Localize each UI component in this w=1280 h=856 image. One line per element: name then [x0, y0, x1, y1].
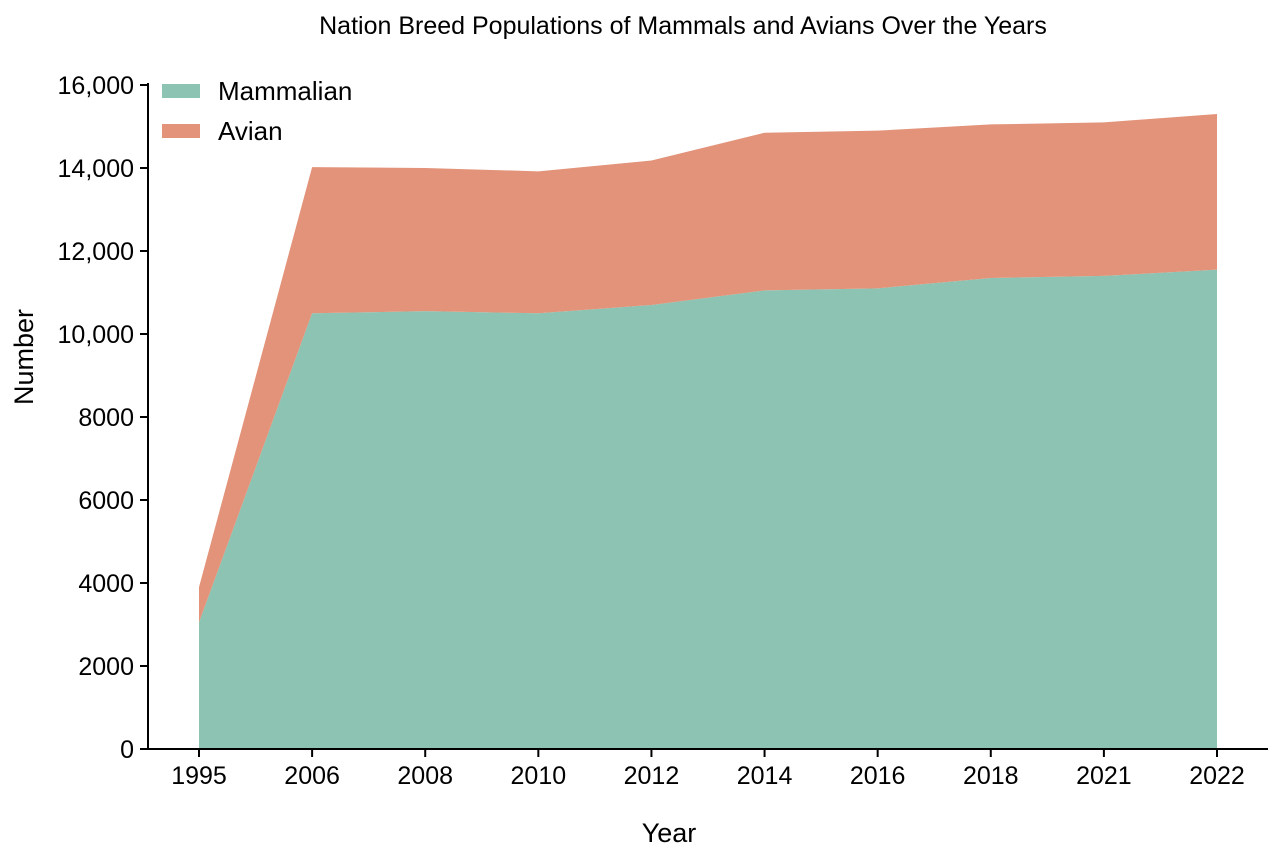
legend-swatch-mammalian	[162, 84, 200, 98]
area-avian	[199, 114, 1217, 623]
axes-layer: 0 2000 4000 6000 8000 10,000 12,000 14,000 16,00…	[58, 72, 1268, 790]
y-tick-label: 10,000	[58, 321, 134, 349]
x-tick-label: 2006	[284, 762, 340, 790]
y-tick-label: 14,000	[58, 155, 134, 183]
legend-label-avian: Avian	[218, 116, 283, 146]
legend-swatch-avian	[162, 124, 200, 138]
y-tick-label: 12,000	[58, 238, 134, 266]
x-tick-label: 2022	[1189, 762, 1245, 790]
x-tick-label: 2014	[737, 762, 793, 790]
x-tick-label: 2010	[511, 762, 567, 790]
x-tick-label: 2021	[1076, 762, 1132, 790]
x-tick-label: 2012	[624, 762, 680, 790]
x-tick-label: 1995	[171, 762, 227, 790]
y-tick-label: 6000	[78, 487, 134, 515]
y-tick-label: 4000	[78, 570, 134, 598]
x-axis-label: Year	[642, 818, 697, 848]
area-mammalian	[199, 269, 1217, 749]
y-tick-label: 16,000	[58, 72, 134, 100]
y-axis-label: Number	[9, 309, 39, 405]
y-tick-label: 8000	[78, 404, 134, 432]
legend: Mammalian Avian	[162, 76, 352, 146]
legend-label-mammalian: Mammalian	[218, 76, 352, 106]
y-tick-label: 0	[120, 736, 134, 764]
x-tick-label: 2018	[963, 762, 1019, 790]
y-tick-label: 2000	[78, 653, 134, 681]
x-tick-label: 2008	[397, 762, 453, 790]
chart-title: Nation Breed Populations of Mammals and …	[319, 12, 1047, 40]
x-tick-label: 2016	[850, 762, 906, 790]
area-layer	[199, 114, 1217, 749]
